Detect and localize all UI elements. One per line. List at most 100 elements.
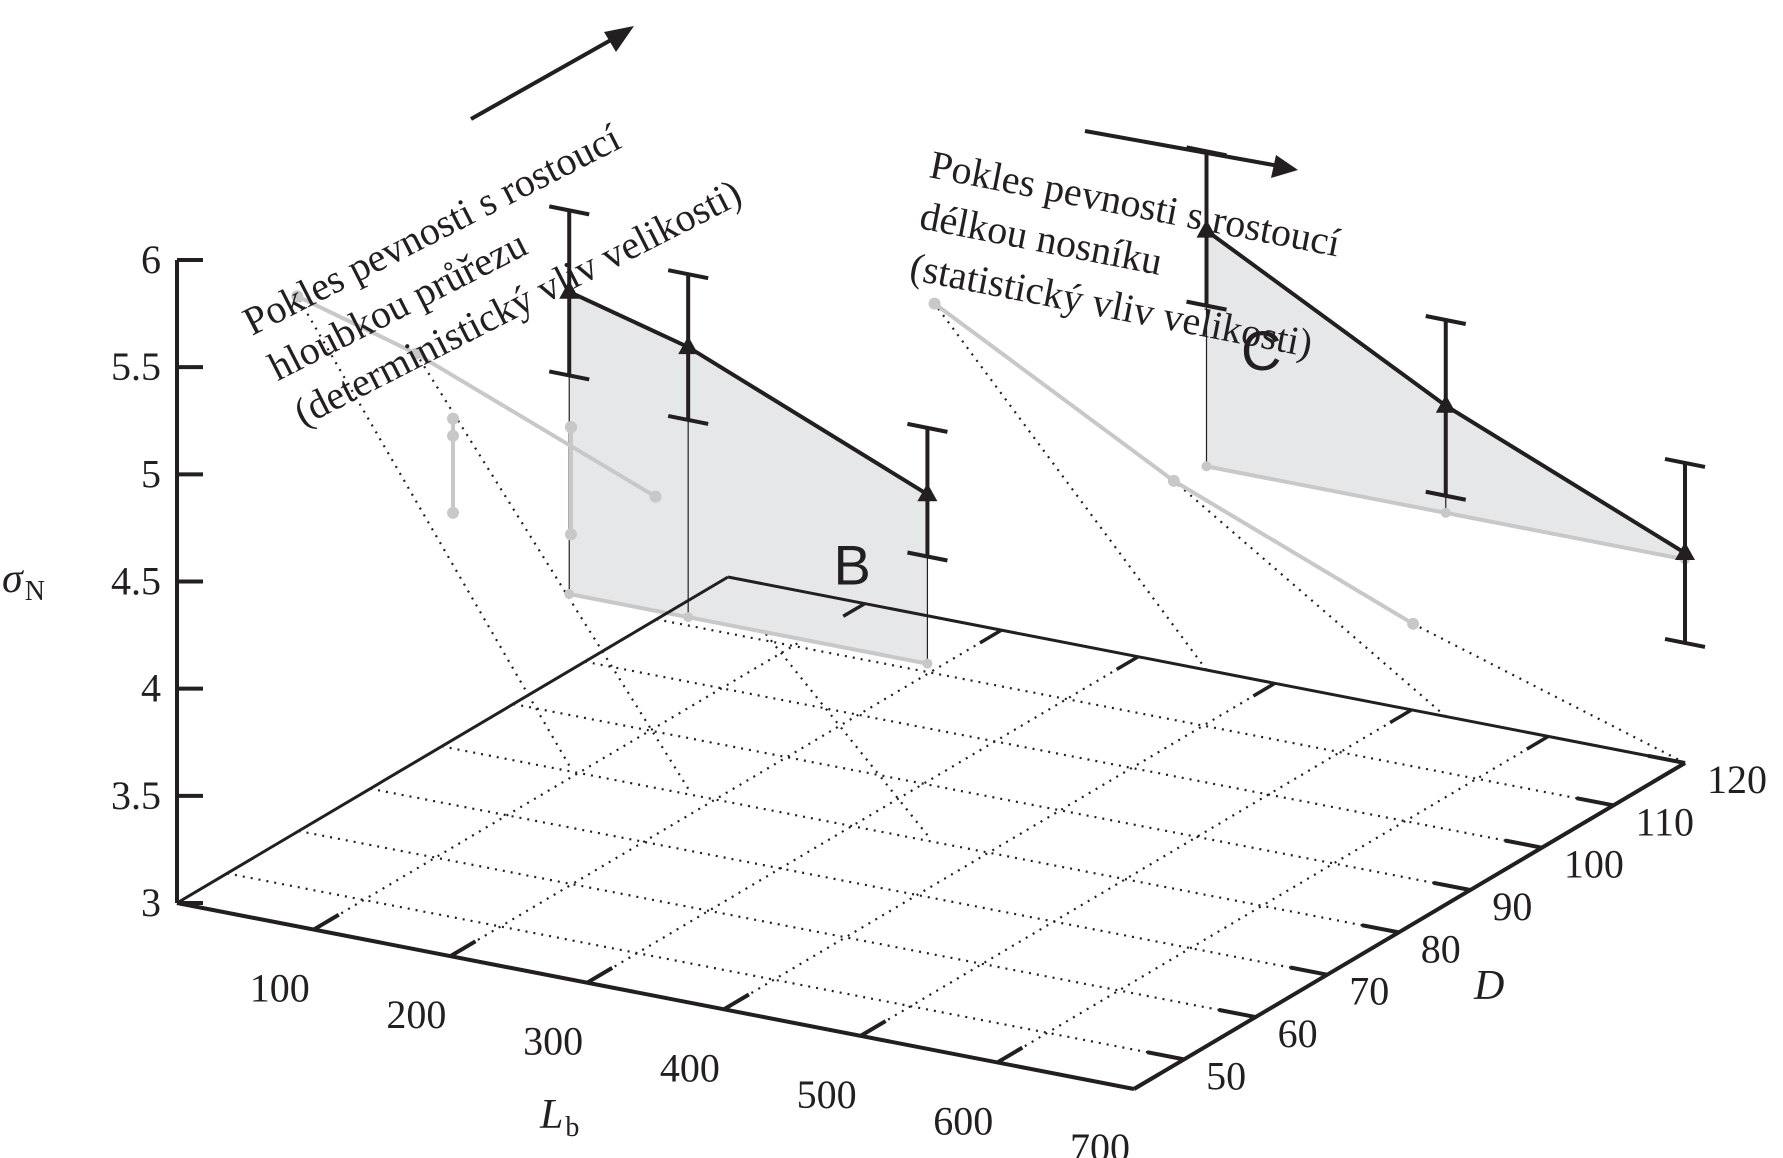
z-tick-label: 3: [141, 880, 161, 925]
baseline-point-B-1: [683, 612, 694, 623]
y-tick-1: [1218, 1007, 1257, 1019]
x-tick-label: 100: [250, 966, 310, 1011]
z-axis-title-main: σ: [2, 556, 25, 602]
x-axis-title-main: L: [539, 1092, 563, 1138]
annotation-left-arrow-head: [604, 26, 634, 52]
y-tick-5: [1504, 838, 1543, 850]
side-projection-point-1-2: [565, 421, 577, 434]
y-axis-title: D: [1473, 963, 1504, 1009]
x-tick-6: [1132, 1072, 1161, 1091]
error-cap-high-C-2: [1664, 456, 1706, 469]
back-edge-L: [176, 575, 729, 905]
side-projection-point-0-1: [447, 412, 459, 425]
z-axis-title-sub: N: [25, 576, 45, 607]
back-projection-point-0-0: [291, 290, 304, 303]
x-back-tick-5: [1525, 734, 1550, 751]
grid-line-D-5: [584, 660, 1543, 849]
annotation-right-arrow-head: [1271, 155, 1298, 178]
z-axis-title: σN: [2, 556, 45, 607]
error-cap-high-B-2: [907, 421, 948, 434]
back-projection-point-1-2: [1407, 617, 1420, 630]
grid-line-L-2: [586, 655, 1139, 984]
x-back-tick-6: [1662, 761, 1686, 778]
y-tick-label: 90: [1492, 884, 1532, 929]
projection-guide-B-1: [415, 353, 690, 790]
x-tick-1: [449, 939, 477, 958]
grid-line-L-0: [313, 602, 866, 931]
surface-B: [569, 291, 928, 664]
data-point-C-1: [1435, 394, 1456, 413]
back-projection-point-0-1: [410, 347, 423, 360]
baseline-point-B-2: [922, 658, 933, 669]
x-tick-2: [586, 966, 614, 985]
x-back-tick-3: [1252, 681, 1276, 698]
y-tick-label: 70: [1349, 969, 1389, 1014]
y-tick-label: 100: [1564, 842, 1624, 887]
y-tick-4: [1433, 880, 1471, 892]
projection-guide-C-0: [933, 302, 1208, 671]
x-tick-0: [312, 913, 340, 932]
baseline-point-B-0: [564, 589, 575, 600]
x-tick-3: [722, 992, 750, 1012]
x-tick-4: [859, 1019, 887, 1038]
x-tick-label: 400: [660, 1045, 720, 1090]
projection-guide-C-1: [1173, 480, 1447, 718]
y-tick-2: [1289, 965, 1328, 977]
grid-line-D-3: [441, 745, 1399, 934]
side-projection-point-0-0: [447, 506, 459, 519]
x-back-tick-2: [1115, 655, 1140, 671]
grid-line-D-6: [656, 618, 1614, 807]
data-layer: [291, 145, 1706, 649]
y-tick-label: 120: [1707, 757, 1767, 802]
annotation-left-arrow-shaft: [470, 34, 619, 121]
floor-layer: [226, 295, 1686, 1064]
x-tick-label: 700: [1070, 1125, 1130, 1158]
error-cap-high-B-0: [548, 204, 590, 217]
side-projection-point-1-0: [565, 528, 577, 541]
grid-line-D-0: [226, 872, 1185, 1061]
data-point-C-0: [1196, 219, 1217, 238]
data-point-B-0: [559, 280, 580, 299]
back-projection-point-1-0: [928, 297, 941, 310]
data-point-C-2: [1675, 542, 1695, 560]
data-point-B-1: [678, 336, 699, 355]
z-tick-label: 4.5: [111, 559, 161, 604]
grid-line-L-3: [723, 682, 1276, 1011]
x-axis-title-sub: b: [565, 1112, 579, 1143]
error-cap-low-B-2: [907, 550, 948, 563]
error-cap-low-C-2: [1664, 637, 1706, 649]
annotation-right-arrow-shaft: [1084, 129, 1280, 168]
y-tick-label: 60: [1278, 1011, 1318, 1056]
x-back-tick-0: [842, 602, 866, 618]
error-cap-high-C-1: [1425, 314, 1467, 326]
x-back-tick-1: [979, 628, 1003, 645]
axes-layer: [175, 258, 1687, 1091]
back-projection-point-1-1: [1167, 474, 1180, 487]
side-projection-point-0-2: [447, 429, 459, 442]
back-edge-D: [727, 575, 1686, 765]
grid-line-L-1: [449, 629, 1002, 958]
z-tick-label: 3.5: [111, 773, 161, 818]
z-tick-label: 6: [141, 237, 161, 282]
y-tick-0: [1146, 1050, 1185, 1062]
error-cap-high-B-1: [667, 268, 709, 281]
grid-line-D-1: [298, 829, 1256, 1019]
y-tick-3: [1361, 923, 1400, 935]
grid-line-L-4: [860, 708, 1413, 1037]
y-tick-7: [1647, 753, 1686, 765]
baseline-point-C-0: [1201, 461, 1212, 472]
x-tick-label: 200: [386, 992, 446, 1037]
data-point-B-2: [917, 483, 938, 502]
y-tick-label: 80: [1421, 926, 1461, 971]
x-tick-label: 300: [523, 1019, 583, 1064]
x-tick-label: 500: [797, 1072, 857, 1117]
x-back-tick-4: [1389, 708, 1413, 725]
baseline-point-C-1: [1440, 507, 1451, 518]
grid-line-D-4: [513, 702, 1471, 892]
y-tick-6: [1576, 796, 1614, 808]
z-tick-label: 4: [141, 666, 161, 711]
projection-guide-C-2: [1412, 622, 1686, 764]
surface-C: [1206, 230, 1685, 560]
grid-line-D-2: [369, 787, 1328, 976]
